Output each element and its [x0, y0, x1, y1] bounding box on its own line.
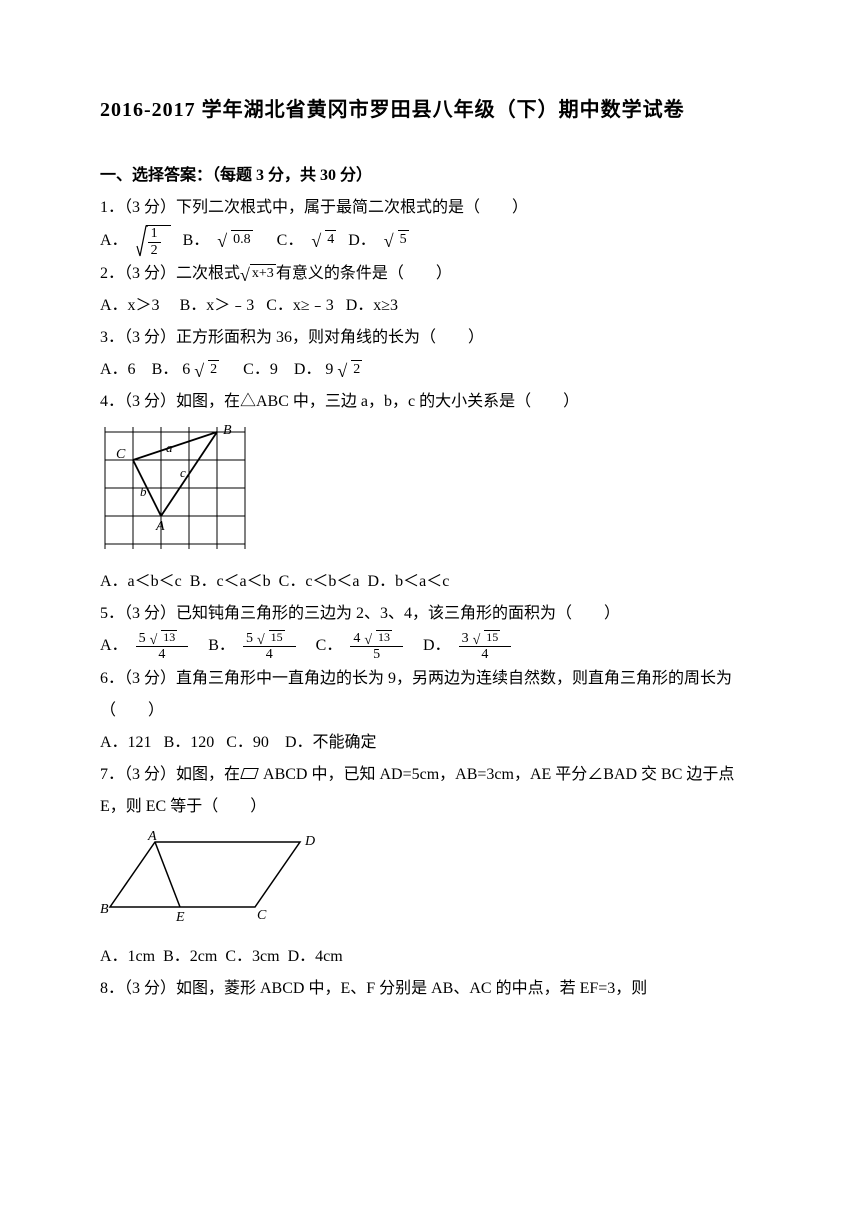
vD: D: [304, 834, 315, 849]
den: 5: [350, 647, 403, 662]
q3-optA: A．6: [100, 361, 136, 378]
side-b: b: [140, 484, 147, 499]
parallelogram-svg: A D B C E: [100, 827, 320, 927]
q6-optC: C．90: [226, 734, 269, 751]
section-header: 一、选择答案：（每题 3 分，共 30 分）: [100, 160, 760, 192]
q3-options: A．6 B．6√2 C．9 D．9√2: [100, 354, 760, 386]
q6-optB: B．120: [164, 734, 215, 751]
q6-options: A．121 B．120 C．90 D．不能确定: [100, 727, 760, 759]
q5-optA-pre: A．: [100, 637, 128, 654]
q2-options: A．x＞3 B．x＞﹣3 C．x≥﹣3 D．x≥3: [100, 290, 760, 322]
q6-optD: D．不能确定: [285, 734, 377, 751]
q3-optD-coef: 9: [325, 361, 333, 378]
q1-optD-label: D．: [348, 232, 376, 249]
q1-optA-value: 1 2: [136, 224, 175, 258]
q4-optB: B．c＜a＜b: [190, 573, 271, 590]
q5-optA-frac: 5√13 4: [136, 630, 193, 662]
q5-optC-frac: 4√13 5: [350, 630, 407, 662]
page-content: 2016-2017 学年湖北省黄冈市罗田县八年级（下）期中数学试卷 一、选择答案…: [0, 0, 860, 1045]
q4-optC: C．c＜b＜a: [279, 573, 360, 590]
q2-optD: D．x≥3: [346, 297, 398, 314]
exam-title: 2016-2017 学年湖北省黄冈市罗田县八年级（下）期中数学试卷: [100, 90, 760, 130]
q1-optD-value: √5: [384, 230, 413, 252]
triangle-grid-svg: C B A a b c: [100, 422, 250, 552]
q3-optB-pre: B．: [152, 361, 179, 378]
q5-optB-frac: 5√15 4: [243, 630, 300, 662]
coef: 5: [246, 631, 253, 646]
parallelogram-icon: [240, 768, 259, 779]
q2-optA: A．x＞3: [100, 297, 160, 314]
vB: B: [100, 902, 109, 917]
q1-optB-label: B．: [183, 232, 210, 249]
q3-optD-rad: √2: [337, 360, 366, 382]
den: 4: [136, 647, 189, 662]
question-2: 2．（3 分）二次根式√x+3有意义的条件是（ ）: [100, 258, 760, 290]
q8-stem: 8．（3 分）如图，菱形 ABCD 中，E、F 分别是 AB、AC 的中点，若 …: [100, 980, 647, 997]
q6-optA: A．121: [100, 734, 152, 751]
q4-stem: 4．（3 分）如图，在△ABC 中，三边 a，b，c 的大小关系是（ ）: [100, 393, 579, 410]
q3-optD-pre: D．: [294, 361, 322, 378]
numerator: 1: [148, 226, 161, 242]
rad: 15: [269, 630, 285, 645]
coef: 3: [462, 631, 469, 646]
q5-options: A． 5√13 4 B． 5√15 4 C． 4√13 5 D． 3√15 4: [100, 630, 760, 663]
q1-optC-label: C．: [277, 232, 304, 249]
denominator: 2: [148, 243, 161, 258]
question-8: 8．（3 分）如图，菱形 ABCD 中，E、F 分别是 AB、AC 的中点，若 …: [100, 973, 760, 1005]
side-a: a: [166, 440, 173, 455]
vC: C: [257, 908, 267, 923]
question-3: 3．（3 分）正方形面积为 36，则对角线的长为（ ）: [100, 322, 760, 354]
q7-optC: C．3cm: [225, 948, 279, 965]
q7-options: A．1cm B．2cm C．3cm D．4cm: [100, 941, 760, 973]
q4-options: A．a＜b＜c B．c＜a＜b C．c＜b＜a D．b＜a＜c: [100, 566, 760, 598]
q7-optA: A．1cm: [100, 948, 155, 965]
question-6: 6．（3 分）直角三角形中一直角边的长为 9，另两边为连续自然数，则直角三角形的…: [100, 663, 760, 727]
vA: A: [147, 829, 157, 844]
coef: 5: [139, 631, 146, 646]
q1-options: A． 1 2 B． √0.8 C． √4 D． √5: [100, 224, 760, 258]
q1-optC-value: √4: [311, 230, 340, 252]
question-5: 5．（3 分）已知钝角三角形的三边为 2、3、4，该三角形的面积为（ ）: [100, 598, 760, 630]
den: 4: [459, 647, 512, 662]
q2-stem-pre: 2．（3 分）二次根式: [100, 265, 240, 282]
q5-optD-pre: D．: [423, 637, 451, 654]
q7-optD: D．4cm: [288, 948, 343, 965]
side-c: c: [180, 465, 186, 480]
vertex-B: B: [223, 423, 232, 438]
fraction: 1 2: [148, 226, 165, 258]
q3-optB-rad: √2: [194, 360, 223, 382]
vertex-C: C: [116, 447, 126, 462]
q4-figure: C B A a b c: [100, 422, 760, 564]
q3-stem: 3．（3 分）正方形面积为 36，则对角线的长为（ ）: [100, 329, 484, 346]
q5-optB-pre: B．: [208, 637, 235, 654]
den: 4: [243, 647, 296, 662]
q2-stem-post: 有意义的条件是（ ）: [276, 265, 452, 282]
question-7: 7．（3 分）如图，在 ABCD 中，已知 AD=5cm，AB=3cm，AE 平…: [100, 759, 760, 823]
q1-stem: 1．（3 分）下列二次根式中，属于最简二次根式的是（ ）: [100, 199, 528, 216]
q2-radical: √x+3: [240, 264, 276, 286]
rad: 13: [161, 630, 177, 645]
q5-optC-pre: C．: [316, 637, 343, 654]
q2-optC: C．x≥﹣3: [266, 297, 333, 314]
rad: 15: [484, 630, 500, 645]
vertex-A: A: [155, 519, 165, 534]
q4-optA: A．a＜b＜c: [100, 573, 182, 590]
q3-optB-coef: 6: [182, 361, 190, 378]
rad: 13: [376, 630, 392, 645]
q5-optD-frac: 3√15 4: [459, 630, 516, 662]
question-4: 4．（3 分）如图，在△ABC 中，三边 a，b，c 的大小关系是（ ）: [100, 386, 760, 418]
q3-optC: C．9: [243, 361, 278, 378]
q4-optD: D．b＜a＜c: [368, 573, 450, 590]
q2-optB: B．x＞﹣3: [180, 297, 255, 314]
q7-optB: B．2cm: [163, 948, 217, 965]
q6-stem: 6．（3 分）直角三角形中一直角边的长为 9，另两边为连续自然数，则直角三角形的…: [100, 670, 732, 719]
q7-stem-pre: 7．（3 分）如图，在: [100, 766, 240, 783]
q1-optB-value: √0.8: [217, 230, 256, 252]
q1-optA-label: A．: [100, 232, 128, 249]
question-1: 1．（3 分）下列二次根式中，属于最简二次根式的是（ ）: [100, 192, 760, 224]
q5-stem: 5．（3 分）已知钝角三角形的三边为 2、3、4，该三角形的面积为（ ）: [100, 605, 620, 622]
q7-figure: A D B C E: [100, 827, 760, 939]
coef: 4: [353, 631, 360, 646]
vE: E: [175, 910, 185, 925]
